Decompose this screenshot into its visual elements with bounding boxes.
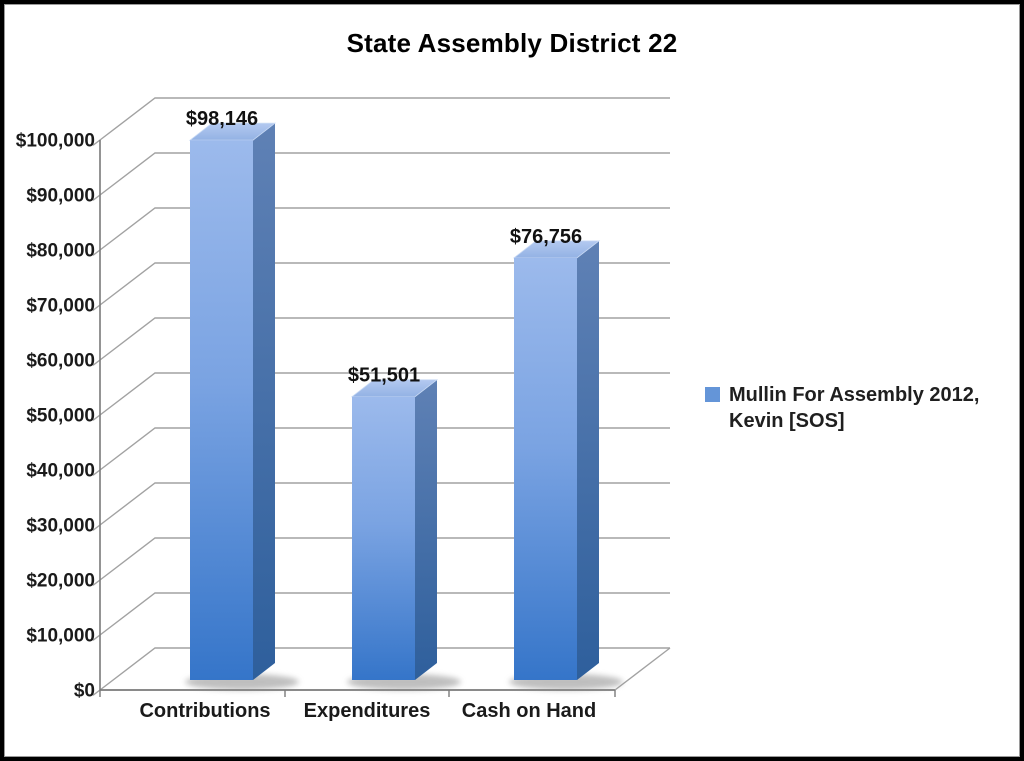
data-label-contributions: $98,146 [186,108,258,130]
bar-contributions [190,140,253,680]
legend-label: Mullin For Assembly 2012, Kevin [SOS] [729,382,979,434]
y-axis-tick-label: $50,000 [26,406,95,427]
bar-expenditures [352,396,415,680]
gridline [92,152,670,201]
legend-label-line2: Kevin [SOS] [729,410,845,432]
chart-title: State Assembly District 22 [346,28,678,58]
gridline [92,97,670,146]
gridline [92,317,670,366]
y-axis-tick-label: $60,000 [26,351,95,372]
gridline [92,372,670,421]
y-axis-tick-label: $90,000 [26,186,95,207]
y-axis-tick-label: $40,000 [26,461,95,482]
legend-swatch-icon [705,387,720,402]
y-axis-tick-label: $30,000 [26,516,95,537]
x-axis-category-label-contributions: Contributions [139,700,270,722]
gridline [92,262,670,311]
data-label-expenditures: $51,501 [348,365,420,387]
bar-side-face-cash-on-hand [577,240,599,681]
bar-cash-on-hand [514,257,577,680]
legend-label-line1: Mullin For Assembly 2012, [729,384,980,406]
gridline [92,207,670,256]
x-axis-category-label-expenditures: Expenditures [304,700,431,722]
y-axis-tick-label: $0 [74,681,95,702]
x-axis-category-label-cash-on-hand: Cash on Hand [462,700,596,722]
y-axis-tick-label: $10,000 [26,626,95,647]
legend: Mullin For Assembly 2012, Kevin [SOS] [705,382,1013,434]
data-label-cash-on-hand: $76,756 [510,226,582,248]
y-axis-tick-label: $100,000 [16,131,95,152]
bar-side-face-expenditures [415,379,437,680]
y-axis-tick-label: $80,000 [26,241,95,262]
y-axis-tick-label: $70,000 [26,296,95,317]
floor-right-edge [614,647,671,691]
y-axis-tick-label: $20,000 [26,571,95,592]
bar-side-face-contributions [253,123,275,680]
